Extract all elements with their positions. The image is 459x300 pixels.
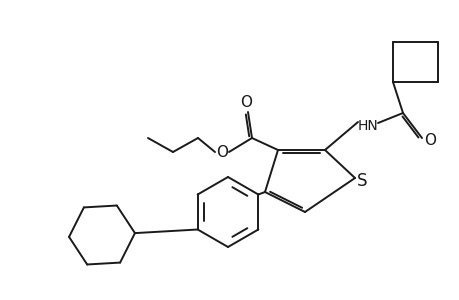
Text: S: S — [356, 172, 366, 190]
Text: O: O — [216, 145, 228, 160]
Text: HN: HN — [357, 119, 378, 133]
Text: O: O — [240, 94, 252, 110]
Text: O: O — [423, 133, 435, 148]
